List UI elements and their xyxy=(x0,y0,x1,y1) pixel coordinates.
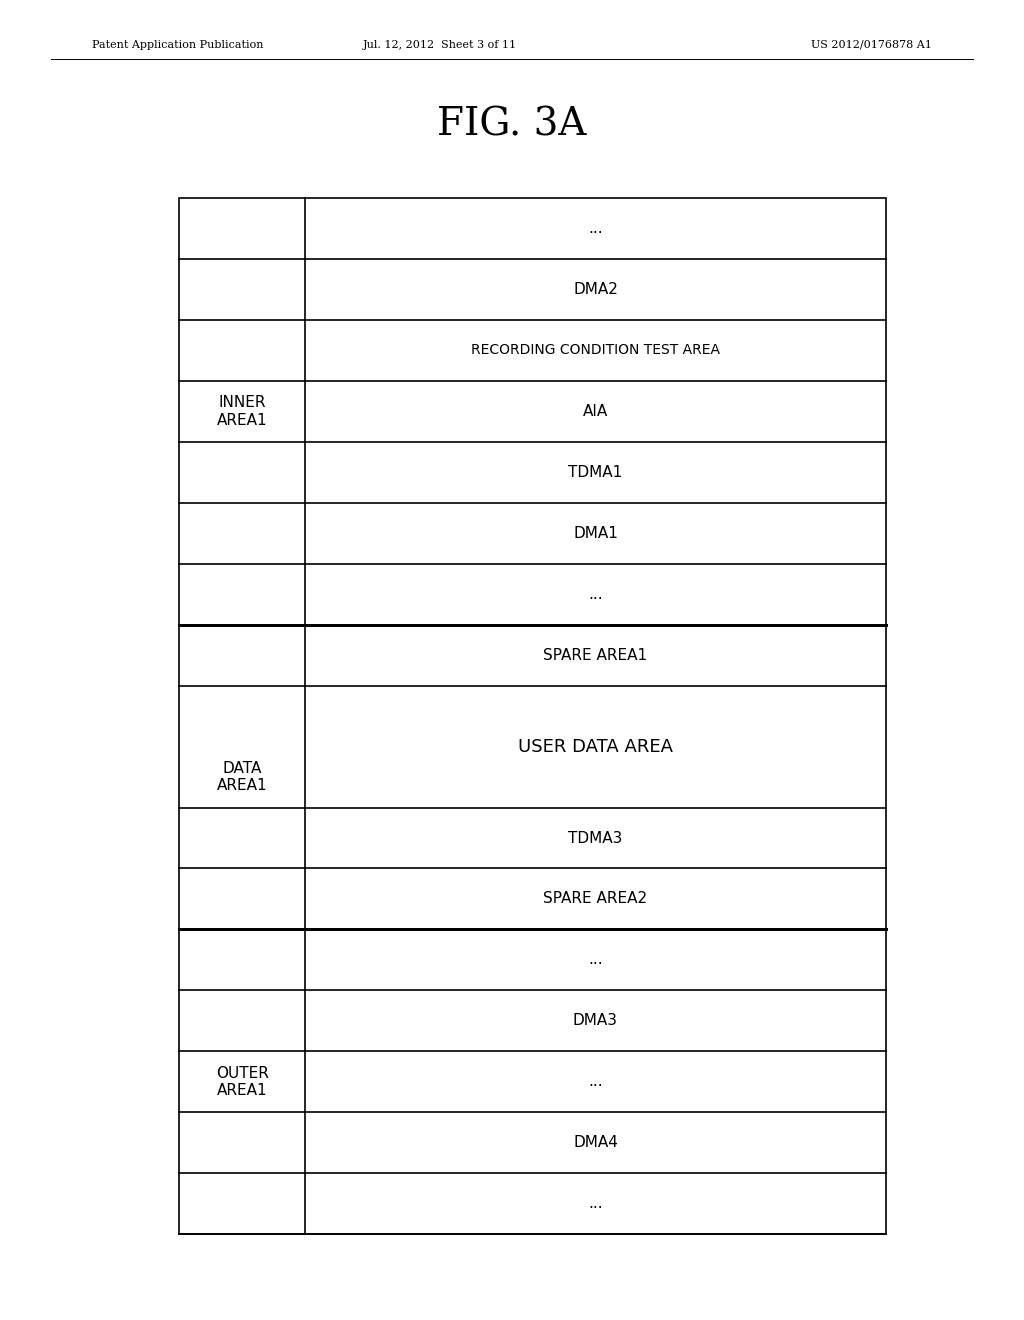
Text: AIA: AIA xyxy=(583,404,608,418)
Text: SPARE AREA1: SPARE AREA1 xyxy=(544,648,647,663)
Text: FIG. 3A: FIG. 3A xyxy=(437,107,587,144)
Text: TDMA1: TDMA1 xyxy=(568,465,623,479)
Text: ...: ... xyxy=(588,1074,603,1089)
Text: ...: ... xyxy=(588,1196,603,1212)
Text: SPARE AREA2: SPARE AREA2 xyxy=(544,891,647,907)
Text: DMA2: DMA2 xyxy=(573,282,617,297)
Text: DATA
AREA1: DATA AREA1 xyxy=(217,760,267,793)
Text: TDMA3: TDMA3 xyxy=(568,830,623,846)
Bar xyxy=(179,198,886,1234)
Text: DMA4: DMA4 xyxy=(573,1135,617,1150)
Text: INNER
AREA1: INNER AREA1 xyxy=(217,395,267,428)
Text: OUTER
AREA1: OUTER AREA1 xyxy=(216,1065,268,1098)
Text: US 2012/0176878 A1: US 2012/0176878 A1 xyxy=(811,40,932,50)
Text: ...: ... xyxy=(588,220,603,236)
Text: ...: ... xyxy=(588,953,603,968)
Text: RECORDING CONDITION TEST AREA: RECORDING CONDITION TEST AREA xyxy=(471,343,720,358)
Text: DMA1: DMA1 xyxy=(573,525,617,541)
Text: USER DATA AREA: USER DATA AREA xyxy=(518,738,673,755)
Text: DMA3: DMA3 xyxy=(573,1014,617,1028)
Text: ...: ... xyxy=(588,586,603,602)
Text: Patent Application Publication: Patent Application Publication xyxy=(92,40,263,50)
Text: Jul. 12, 2012  Sheet 3 of 11: Jul. 12, 2012 Sheet 3 of 11 xyxy=(364,40,517,50)
